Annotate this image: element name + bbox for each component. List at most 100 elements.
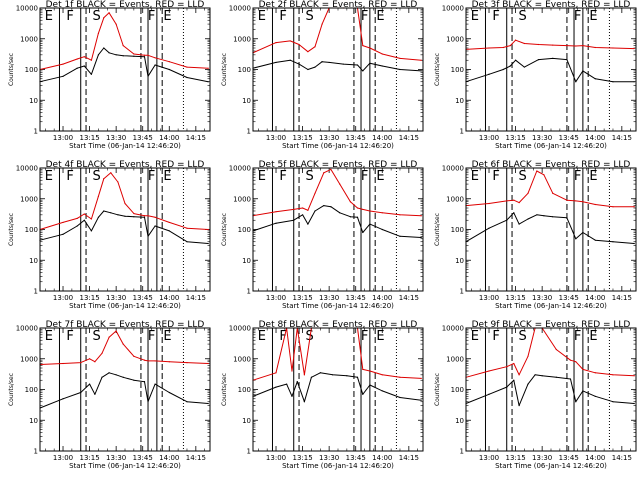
series-events-point [147, 401, 149, 403]
panel-title: Det 9f BLACK = Events, RED = LLD [472, 320, 631, 330]
plot-frame [465, 7, 637, 132]
series-events-point [555, 376, 557, 378]
series-events-point [168, 68, 170, 71]
series-lld-line [252, 327, 422, 381]
series-lld-point [291, 370, 293, 372]
x-tick-label: 13:00 [53, 294, 73, 302]
x-tick-label: 13:15 [292, 294, 312, 302]
interval-letter-E: E [376, 169, 384, 184]
y-tick-label: 10 [29, 97, 38, 105]
series-lld-point [168, 221, 170, 224]
x-tick-label: 14:00 [159, 134, 179, 142]
interval-letter-F: F [148, 169, 155, 184]
y-tick-label: 1000 [20, 355, 38, 363]
y-tick-label: 10000 [442, 165, 464, 173]
series-events-point [612, 241, 614, 243]
series-lld-point [303, 374, 305, 376]
series-events-point [552, 57, 554, 59]
interval-letter-E: E [376, 9, 384, 24]
y-tick-label: 10 [242, 97, 251, 105]
series-events-line [39, 372, 209, 409]
y-tick-label: 10000 [442, 5, 464, 13]
panel-title: Det 8f BLACK = Events, RED = LLD [259, 320, 418, 330]
series-events-line [252, 205, 422, 238]
y-tick-label: 1 [247, 448, 251, 456]
series-events-point [97, 216, 100, 218]
y-tick-label: 100 [238, 386, 251, 394]
y-tick-label: 10000 [229, 325, 251, 333]
y-tick-label: 1000 [233, 35, 251, 43]
series-lld-point [62, 63, 64, 65]
series-lld-point [298, 43, 300, 46]
x-tick-label: 14:15 [186, 294, 206, 302]
series-events-point [342, 63, 344, 65]
series-lld-point [168, 361, 170, 363]
y-tick-label: 1000 [233, 195, 251, 203]
series-lld-point [518, 201, 520, 204]
series-lld-point [90, 218, 92, 220]
series-lld-point [186, 227, 188, 229]
series-lld-point [582, 201, 584, 203]
series-lld-point [569, 359, 572, 361]
series-events-point [207, 242, 209, 245]
y-axis-label: Counts/sec [434, 373, 441, 406]
series-lld-point [594, 46, 596, 49]
series-lld-point [62, 362, 64, 365]
series-lld-line [465, 39, 635, 50]
series-events-point [154, 225, 156, 227]
series-events-point [154, 64, 156, 66]
series-events-point [356, 216, 359, 218]
panel-title: Det 4f BLACK = Events, RED = LLD [46, 160, 205, 170]
series-events-point [154, 383, 156, 385]
series-lld-point [594, 372, 596, 374]
series-events-point [108, 52, 110, 54]
series-lld-point [97, 195, 100, 197]
interval-letter-F: F [361, 329, 368, 344]
series-events-point [349, 216, 351, 218]
series-events-point [552, 216, 554, 218]
y-tick-label: 1000 [446, 195, 464, 203]
series-events-point [101, 376, 103, 378]
series-lld-point [83, 56, 85, 58]
series-lld-point [323, 172, 325, 174]
series-events-point [328, 61, 330, 64]
x-tick-label: 13:00 [479, 454, 499, 462]
x-axis-label: Start Time (06-Jan-14 12:46:20) [495, 462, 607, 470]
interval-letter-E: E [376, 329, 384, 344]
x-tick-label: 13:45 [346, 454, 366, 462]
series-lld-point [509, 44, 511, 47]
series-events-point [582, 70, 584, 72]
series-events-point [362, 231, 364, 234]
x-tick-label: 14:00 [159, 294, 179, 302]
y-axis-label: Counts/sec [434, 213, 441, 246]
interval-letter-F: F [574, 329, 581, 344]
y-tick-label: 10 [29, 257, 38, 265]
series-events-point [122, 376, 124, 378]
series-events-point [633, 242, 635, 245]
series-events-point [108, 372, 110, 374]
series-lld-point [301, 207, 304, 209]
series-events-point [143, 216, 146, 218]
x-tick-label: 13:30 [106, 294, 126, 302]
series-lld-point [124, 202, 126, 205]
x-tick-label: 13:00 [53, 454, 73, 462]
series-events-point [143, 381, 146, 383]
series-lld-point [381, 53, 383, 55]
y-tick-label: 10000 [16, 325, 38, 333]
series-lld-point [502, 46, 504, 49]
x-tick-label: 13:15 [292, 134, 312, 142]
x-tick-label: 14:15 [186, 454, 206, 462]
series-events-point [301, 214, 304, 216]
series-events-point [323, 204, 325, 207]
series-lld-point [633, 375, 635, 377]
series-events-point [83, 65, 85, 67]
interval-letter-E: E [163, 9, 171, 24]
series-lld-point [612, 47, 614, 49]
series-events-point [506, 386, 508, 388]
series-lld-point [369, 210, 371, 212]
series-events-point [291, 395, 293, 397]
interval-letter-S: S [519, 169, 527, 184]
series-lld-point [154, 57, 156, 59]
series-events-point [207, 81, 209, 83]
